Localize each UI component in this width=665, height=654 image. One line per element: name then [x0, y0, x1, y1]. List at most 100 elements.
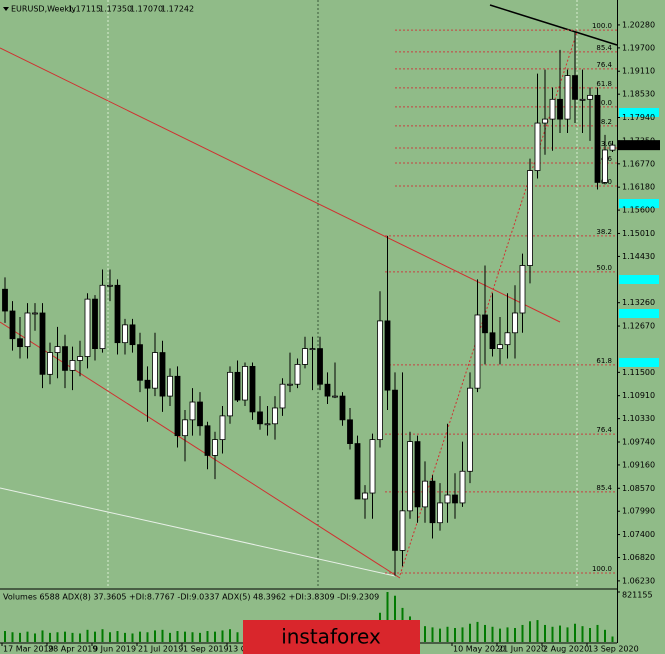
candle-body: [197, 401, 203, 427]
candle-body: [429, 480, 436, 524]
trend-line: [0, 47, 561, 323]
candle-body: [332, 395, 338, 398]
candle-body: [407, 441, 413, 512]
y-tick-label: 1.08570: [622, 484, 655, 493]
y-tick-label: 1.18530: [622, 90, 655, 99]
candle-body: [77, 356, 83, 361]
candle-body: [122, 324, 128, 344]
candle-body: [549, 98, 556, 120]
y-tick-label: 1.12670: [622, 322, 655, 331]
volume-tick-label: 821155: [622, 591, 653, 600]
candle-body: [92, 298, 98, 350]
volume-bar: [581, 626, 584, 642]
candle-body: [302, 348, 308, 365]
x-tick-label: 1 Sep 2019: [183, 645, 229, 654]
y-tick-label: 1.07400: [622, 530, 655, 539]
candle-body: [227, 371, 233, 417]
volume-bar: [94, 631, 96, 642]
candle-body: [129, 324, 136, 346]
candle-body: [489, 332, 496, 350]
y-tick-label: 1.16770: [622, 159, 655, 168]
volume-bar: [161, 629, 164, 642]
candle-body: [279, 383, 286, 409]
fibo-base-line: [399, 31, 578, 576]
candle-body: [377, 320, 383, 441]
volume-bar: [506, 627, 509, 642]
candle-body: [287, 383, 293, 386]
volume-bar: [544, 624, 546, 642]
candle-body: [474, 314, 481, 389]
candle-body: [519, 265, 526, 314]
y-tick-label: 1.10910: [622, 391, 655, 400]
volume-bar: [191, 632, 194, 642]
y-tick-label: 1.11500: [622, 368, 655, 377]
volume-bar: [49, 632, 51, 642]
candle-body: [467, 387, 473, 472]
candle-body: [2, 288, 8, 312]
candle-body: [317, 348, 323, 385]
volume-bar: [19, 632, 21, 642]
volume-bar: [574, 623, 576, 642]
x-tick-label: 2 Aug 2020: [543, 645, 589, 654]
volume-bar: [604, 629, 606, 642]
candle-body: [527, 170, 533, 266]
y-tick-label: 1.07990: [622, 507, 655, 516]
fib-label: 50.0: [596, 99, 612, 107]
y-tick-label: 1.10330: [622, 414, 655, 423]
candle-body: [399, 510, 406, 551]
candle-body: [257, 411, 263, 425]
volume-bar: [206, 631, 209, 642]
volume-bar: [109, 632, 111, 642]
volume-bar: [499, 628, 501, 642]
volume-bar: [529, 621, 531, 642]
volume-bar: [589, 627, 591, 642]
volume-bar: [394, 595, 396, 642]
volume-bar: [521, 624, 524, 642]
volume-bar: [514, 627, 516, 642]
fib-label: 76.4: [596, 426, 612, 434]
volume-bar: [611, 636, 614, 642]
candle-body: [62, 346, 68, 371]
volume-bar: [566, 627, 569, 642]
volume-bar: [86, 629, 89, 642]
candle-body: [369, 439, 376, 494]
candle-body: [152, 352, 158, 389]
fib-label: 100.0: [592, 22, 612, 30]
candle-body: [587, 94, 593, 100]
trend-line: [0, 487, 396, 577]
candle-body: [542, 118, 548, 124]
candle-body: [144, 379, 151, 389]
logo-box: [243, 620, 420, 654]
logo-text: instaforex: [281, 625, 381, 649]
volume-bar: [184, 631, 186, 642]
candle-body: [414, 441, 421, 508]
candle-body: [459, 470, 466, 504]
current-price-label: 1.17242: [621, 141, 654, 150]
candle-body: [309, 348, 316, 351]
high-label: 1.17350: [99, 5, 132, 14]
candle-body: [69, 360, 76, 371]
volume-bar: [11, 632, 14, 642]
volume-bar: [536, 620, 539, 642]
x-tick-label: 9 Jun 2019: [93, 645, 136, 654]
volume-bar: [386, 592, 389, 642]
y-tick-label: 1.06230: [622, 576, 655, 585]
volume-bar: [596, 624, 599, 642]
candle-body: [182, 419, 188, 437]
y-tick-label: 1.06820: [622, 553, 655, 562]
candle-body: [354, 443, 361, 500]
candle-body: [189, 401, 196, 421]
volume-bar: [34, 633, 36, 642]
candle-body: [437, 502, 443, 524]
volume-bar: [154, 630, 156, 642]
candle-body: [362, 492, 368, 500]
y-tick-label: 1.17940: [622, 113, 655, 122]
volume-bar: [221, 630, 224, 642]
candle-body: [444, 494, 451, 504]
y-tick-label: 1.09740: [622, 437, 655, 446]
volume-bar: [176, 631, 179, 642]
y-tick-label: 1.20280: [622, 20, 655, 29]
candle-body: [17, 338, 23, 348]
candle-body: [212, 439, 218, 456]
